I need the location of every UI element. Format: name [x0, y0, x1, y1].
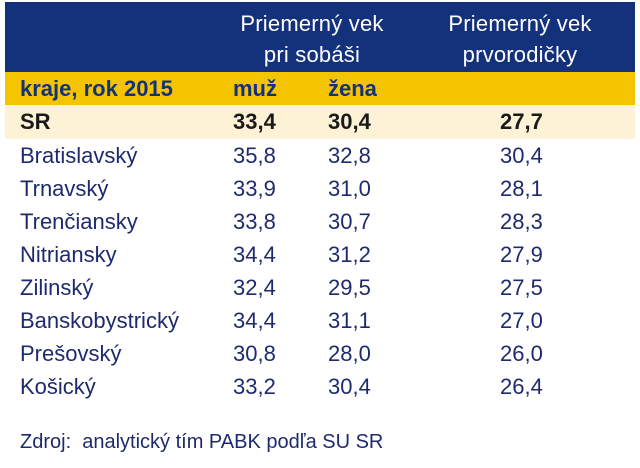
cell-male: 34,4: [233, 308, 276, 333]
cell-male: 33,8: [233, 209, 276, 234]
cell-male: 33,9: [233, 176, 276, 201]
cell-male: 33,2: [233, 374, 276, 399]
cell-male: 33,4: [233, 109, 276, 134]
cell-region: Trnavský: [20, 176, 109, 201]
table-row: Trnavský 33,9 31,0 28,1: [5, 172, 635, 205]
cell-first-birth: 26,4: [500, 374, 543, 399]
cell-region: Košický: [20, 374, 96, 399]
cell-region: Bratislavský: [20, 143, 138, 168]
cell-region: Banskobystrický: [20, 308, 179, 333]
table-row: Nitriansky 34,4 31,2 27,9: [5, 238, 635, 271]
header-first-line2: prvorodičky: [462, 42, 578, 67]
cell-male: 32,4: [233, 275, 276, 300]
cell-region: SR: [20, 109, 51, 134]
cell-female: 29,5: [328, 275, 371, 300]
cell-first-birth: 27,7: [500, 109, 543, 134]
table-row: Prešovský 30,8 28,0 26,0: [5, 337, 635, 370]
cell-female: 30,4: [328, 109, 371, 134]
table-body: SR 33,4 30,4 27,7 Bratislavský 35,8 32,8…: [5, 105, 635, 403]
table-row: Bratislavský 35,8 32,8 30,4: [5, 139, 635, 172]
cell-first-birth: 28,1: [500, 176, 543, 201]
cell-female: 28,0: [328, 341, 371, 366]
cell-female: 31,2: [328, 242, 371, 267]
cell-first-birth: 30,4: [500, 143, 543, 168]
table-row: Zilinský 32,4 29,5 27,5: [5, 271, 635, 304]
header-wedding-age: Priemerný vek pri sobáši: [217, 8, 407, 70]
table-row: Trenčiansky 33,8 30,7 28,3: [5, 205, 635, 238]
cell-male: 30,8: [233, 341, 276, 366]
header-wedding-line2: pri sobáši: [263, 42, 361, 67]
subheader-male: muž: [233, 76, 277, 101]
cell-first-birth: 27,9: [500, 242, 543, 267]
table-subheader: kraje, rok 2015 muž žena: [5, 72, 635, 105]
cell-region: Zilinský: [20, 275, 94, 300]
table-row-total: SR 33,4 30,4 27,7: [5, 105, 635, 139]
cell-region: Trenčiansky: [20, 209, 138, 234]
cell-female: 30,7: [328, 209, 371, 234]
cell-first-birth: 28,3: [500, 209, 543, 234]
cell-first-birth: 26,0: [500, 341, 543, 366]
cell-male: 34,4: [233, 242, 276, 267]
source-note: Zdroj: analytický tím PABK podľa SU SR: [20, 431, 384, 453]
header-first-line1: Priemerný vek: [448, 11, 592, 36]
cell-male: 35,8: [233, 143, 276, 168]
header-wedding-line1: Priemerný vek: [240, 11, 384, 36]
cell-female: 32,8: [328, 143, 371, 168]
cell-region: Prešovský: [20, 341, 122, 366]
cell-female: 31,0: [328, 176, 371, 201]
table-row: Košický 33,2 30,4 26,4: [5, 370, 635, 403]
subheader-female: žena: [328, 76, 377, 101]
cell-region: Nitriansky: [20, 242, 117, 267]
header-first-birth-age: Priemerný vek prvorodičky: [425, 8, 615, 70]
cell-first-birth: 27,5: [500, 275, 543, 300]
cell-female: 30,4: [328, 374, 371, 399]
cell-first-birth: 27,0: [500, 308, 543, 333]
cell-female: 31,1: [328, 308, 371, 333]
subheader-region: kraje, rok 2015: [20, 76, 173, 101]
table-header: Priemerný vek pri sobáši Priemerný vek p…: [5, 2, 635, 72]
table-row: Banskobystrický 34,4 31,1 27,0: [5, 304, 635, 337]
statistics-table: Priemerný vek pri sobáši Priemerný vek p…: [5, 2, 635, 464]
